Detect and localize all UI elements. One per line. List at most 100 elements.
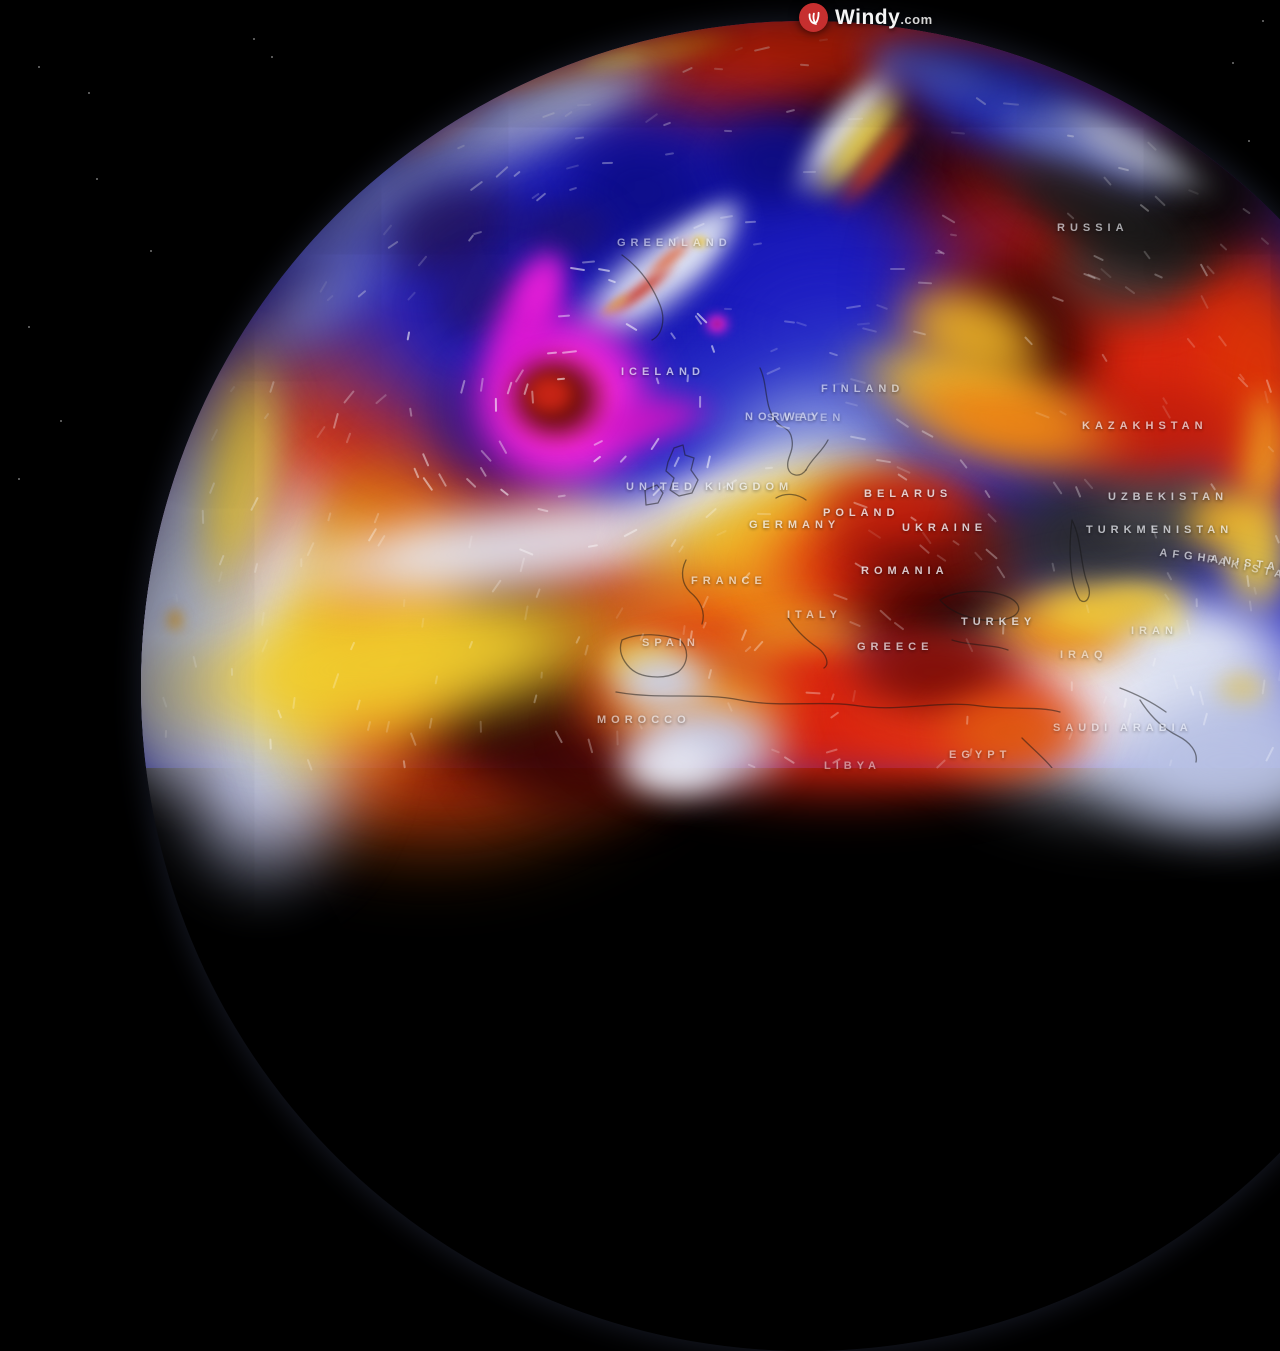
windy-logo[interactable]: Windy.com: [799, 3, 933, 32]
wind-streak: [783, 320, 796, 324]
heat-blob: [1086, 576, 1198, 628]
heat-blob: [1184, 220, 1280, 564]
wind-streak: [1264, 390, 1270, 404]
wind-streak: [895, 418, 909, 428]
brand-tld: .com: [900, 11, 933, 27]
wind-streak: [533, 695, 538, 704]
wind-streak: [1219, 242, 1228, 251]
wind-streak: [1189, 686, 1195, 697]
heat-blob: [836, 21, 1194, 226]
heat-blob: [601, 256, 683, 324]
wind-streak: [479, 721, 483, 733]
wind-streak: [1118, 166, 1130, 172]
wind-streak: [468, 234, 475, 243]
heat-blob: [640, 180, 760, 300]
wind-streak: [607, 278, 616, 284]
wind-streak: [852, 689, 857, 702]
wind-streak: [830, 711, 840, 719]
wind-streak: [417, 255, 428, 267]
heat-blob: [750, 420, 914, 524]
wind-streak: [1066, 134, 1075, 138]
wind-streak: [1166, 572, 1173, 581]
heat-blob: [796, 66, 928, 218]
wind-streak: [740, 571, 751, 583]
star: [60, 420, 62, 422]
heat-blob: [240, 440, 650, 810]
wind-streak: [740, 628, 748, 641]
wind-streak: [669, 332, 677, 341]
heat-blob: [233, 456, 807, 636]
wind-streak: [1275, 534, 1280, 543]
wind-streak: [558, 494, 567, 498]
wind-streak: [541, 112, 555, 119]
heat-blob: [535, 21, 1225, 264]
heat-blob: [410, 340, 634, 504]
wind-streak: [735, 46, 744, 51]
wind-streak: [495, 166, 509, 179]
wind-streak: [356, 699, 361, 711]
wind-streak: [689, 630, 694, 640]
wind-streak: [1186, 619, 1192, 635]
wind-streak: [744, 645, 752, 653]
wind-streak: [554, 730, 563, 744]
windy-logo-text: Windy.com: [835, 6, 933, 30]
wind-streak: [876, 303, 889, 311]
wind-streak: [217, 571, 223, 583]
wind-streak: [1199, 263, 1208, 277]
wind-streak: [537, 508, 549, 513]
wind-streak: [531, 390, 535, 404]
wind-streak: [655, 377, 660, 386]
wind-streak: [162, 695, 168, 708]
wind-streak: [192, 655, 198, 668]
heat-blob: [700, 50, 1110, 254]
wind-streak: [1248, 600, 1252, 612]
wind-streak: [644, 112, 659, 123]
star: [88, 92, 90, 94]
wind-streak: [263, 412, 270, 420]
wind-streak: [699, 395, 702, 408]
globe-map[interactable]: [141, 21, 1280, 910]
wind-streak: [1052, 296, 1064, 302]
wind-streak: [850, 377, 866, 384]
heat-blob: [450, 292, 674, 508]
wind-streak: [385, 721, 390, 733]
wind-streak: [615, 606, 624, 619]
wind-streak: [576, 103, 591, 107]
heat-blob: [538, 175, 772, 381]
heat-blob: [163, 317, 313, 639]
wind-streak: [987, 512, 998, 523]
star: [1248, 140, 1250, 142]
heat-blob: [609, 594, 793, 678]
wind-streak: [1238, 373, 1246, 381]
wind-streak: [974, 551, 983, 561]
wind-streak: [1198, 690, 1205, 706]
wind-streak: [941, 214, 956, 224]
wind-streak: [407, 290, 417, 301]
wind-streak: [695, 311, 708, 324]
wind-streak: [1188, 189, 1200, 196]
wind-streak: [1195, 597, 1198, 608]
heat-blob: [258, 90, 862, 514]
wind-streak: [382, 224, 393, 236]
wind-streak: [1261, 679, 1266, 695]
wind-streak: [519, 557, 526, 573]
wind-streak: [1083, 272, 1097, 280]
heat-blob: [709, 479, 1013, 643]
star: [253, 38, 255, 40]
wind-streak: [879, 609, 892, 621]
wind-streak: [1172, 674, 1179, 690]
wind-streak: [593, 455, 602, 463]
wind-streak: [795, 321, 807, 327]
wind-streak: [306, 541, 315, 556]
wind-streak: [515, 369, 525, 384]
wind-streak: [702, 621, 708, 629]
wind-streak: [575, 635, 581, 644]
wind-streak: [367, 721, 372, 732]
wind-streak: [499, 487, 509, 496]
wind-streak: [936, 553, 947, 562]
wind-streak: [1186, 337, 1197, 349]
wind-streak: [652, 485, 664, 497]
wind-streak: [876, 459, 892, 464]
wind-streak: [918, 544, 930, 555]
wind-streak: [558, 314, 570, 318]
